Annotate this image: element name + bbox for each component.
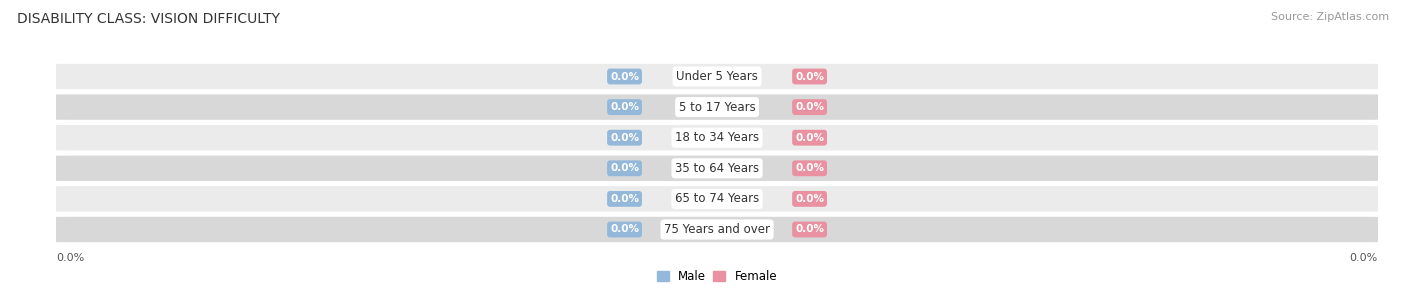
Text: 65 to 74 Years: 65 to 74 Years (675, 192, 759, 205)
Text: 18 to 34 Years: 18 to 34 Years (675, 131, 759, 144)
Legend: Male, Female: Male, Female (652, 266, 782, 288)
FancyBboxPatch shape (44, 185, 1391, 213)
Text: 0.0%: 0.0% (794, 194, 824, 204)
FancyBboxPatch shape (44, 63, 1391, 90)
Text: 75 Years and over: 75 Years and over (664, 223, 770, 236)
Text: DISABILITY CLASS: VISION DIFFICULTY: DISABILITY CLASS: VISION DIFFICULTY (17, 12, 280, 26)
Text: 0.0%: 0.0% (794, 133, 824, 143)
FancyBboxPatch shape (44, 155, 1391, 182)
Text: 0.0%: 0.0% (794, 72, 824, 81)
Text: 0.0%: 0.0% (610, 163, 640, 173)
FancyBboxPatch shape (44, 93, 1391, 121)
Text: 0.0%: 0.0% (794, 102, 824, 112)
Text: 0.0%: 0.0% (610, 194, 640, 204)
Text: 0.0%: 0.0% (610, 72, 640, 81)
Text: 0.0%: 0.0% (610, 133, 640, 143)
Text: 0.0%: 0.0% (610, 225, 640, 234)
Text: 0.0%: 0.0% (794, 225, 824, 234)
Text: Source: ZipAtlas.com: Source: ZipAtlas.com (1271, 12, 1389, 22)
FancyBboxPatch shape (44, 216, 1391, 243)
Text: 0.0%: 0.0% (794, 163, 824, 173)
Text: 0.0%: 0.0% (1350, 253, 1378, 263)
Text: 5 to 17 Years: 5 to 17 Years (679, 101, 755, 114)
Text: 0.0%: 0.0% (56, 253, 84, 263)
Text: 0.0%: 0.0% (610, 102, 640, 112)
Text: 35 to 64 Years: 35 to 64 Years (675, 162, 759, 175)
FancyBboxPatch shape (44, 124, 1391, 151)
Text: Under 5 Years: Under 5 Years (676, 70, 758, 83)
